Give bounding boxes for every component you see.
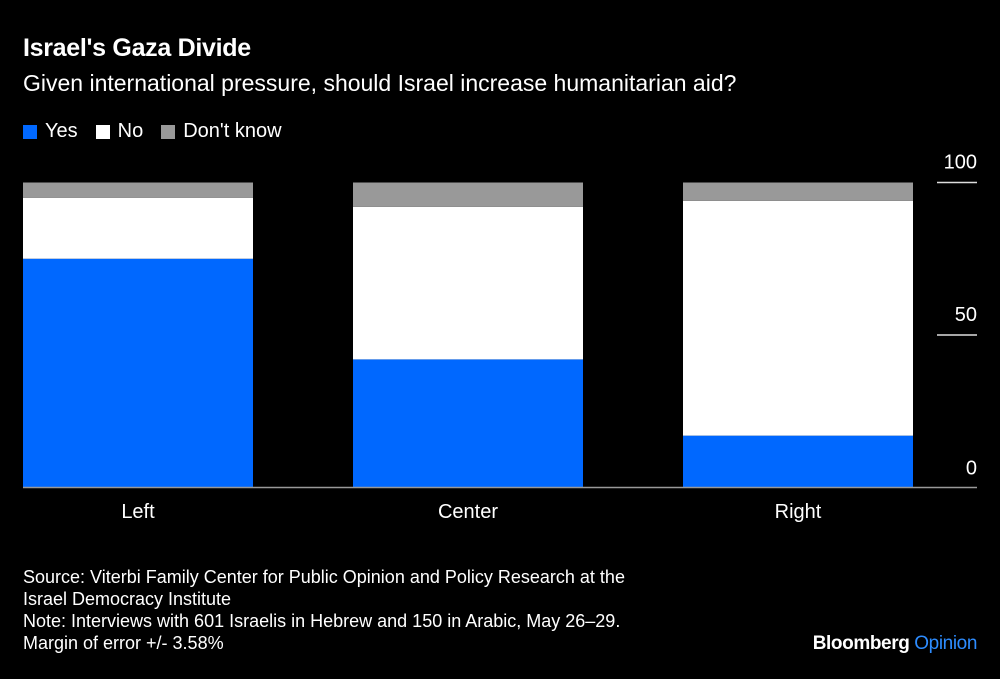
bar-segment-right-don-t-know bbox=[683, 182, 913, 201]
legend: Yes No Don't know bbox=[23, 120, 282, 143]
bloomberg-opinion-logo: Bloomberg Opinion bbox=[812, 633, 978, 655]
bar-segment-left-no bbox=[23, 197, 253, 259]
brand-name: Bloomberg bbox=[812, 633, 910, 654]
y-tick-label: 50 bbox=[955, 304, 977, 326]
bar-segment-left-don-t-know bbox=[23, 182, 253, 198]
source-line-2: Israel Democracy Institute bbox=[23, 589, 232, 609]
bar-segment-center-yes bbox=[353, 359, 583, 488]
legend-item-dont-know: Don't know bbox=[161, 120, 282, 143]
legend-item-yes: Yes bbox=[23, 120, 78, 143]
x-tick-label: Right bbox=[775, 501, 822, 523]
x-tick-label: Left bbox=[121, 501, 155, 523]
legend-swatch-dont-know bbox=[161, 124, 176, 139]
legend-swatch-yes bbox=[23, 124, 37, 139]
legend-swatch-no bbox=[95, 124, 110, 139]
legend-item-no: No bbox=[95, 120, 144, 143]
note-line-2: Margin of error +/- 3.58% bbox=[23, 633, 224, 653]
legend-label-dont-know: Don't know bbox=[183, 120, 282, 142]
bar-segment-center-no bbox=[353, 206, 583, 360]
y-tick-label: 100 bbox=[944, 152, 977, 174]
legend-label-no: No bbox=[117, 120, 144, 142]
note-line-1: Note: Interviews with 601 Israelis in He… bbox=[23, 611, 621, 631]
chart-subtitle: Given international pressure, should Isr… bbox=[23, 70, 737, 96]
footer-notes: Source: Viterbi Family Center for Public… bbox=[23, 566, 625, 654]
brand-section: Opinion bbox=[914, 633, 977, 654]
legend-label-yes: Yes bbox=[45, 120, 78, 142]
x-tick-label: Center bbox=[438, 501, 498, 523]
y-tick-label: 0 bbox=[966, 458, 977, 480]
bar-segment-right-no bbox=[683, 200, 913, 436]
bar-segment-center-don-t-know bbox=[353, 182, 583, 207]
bar-segment-right-yes bbox=[683, 435, 913, 488]
chart-title: Israel's Gaza Divide bbox=[23, 34, 251, 62]
bar-segment-left-yes bbox=[23, 258, 253, 488]
source-line-1: Source: Viterbi Family Center for Public… bbox=[23, 567, 625, 587]
